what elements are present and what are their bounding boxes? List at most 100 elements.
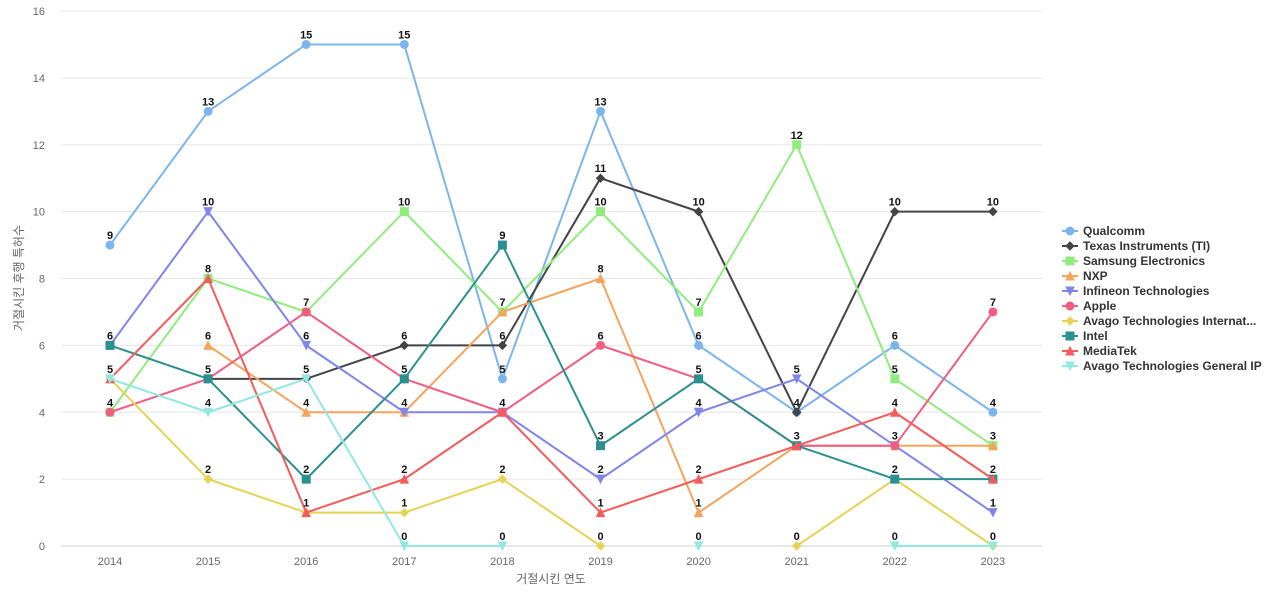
x-axis-title: 거절시킨 연도 bbox=[516, 572, 586, 586]
legend-label: MediaTek bbox=[1083, 344, 1137, 358]
data-label: 7 bbox=[499, 297, 505, 309]
data-label: 2 bbox=[892, 464, 898, 476]
data-label: 2 bbox=[499, 464, 505, 476]
data-point bbox=[596, 340, 605, 350]
legend-label: Samsung Electronics bbox=[1083, 254, 1205, 268]
legend-item[interactable]: Intel bbox=[1062, 329, 1108, 343]
legend-item[interactable]: MediaTek bbox=[1062, 344, 1137, 358]
series-apple[interactable] bbox=[105, 307, 998, 451]
data-label: 5 bbox=[205, 364, 211, 376]
data-label: 11 bbox=[595, 163, 607, 175]
data-label: 0 bbox=[794, 531, 800, 543]
data-point bbox=[301, 374, 312, 384]
legend-item[interactable]: NXP bbox=[1062, 269, 1108, 283]
data-label: 5 bbox=[303, 364, 309, 376]
legend-marker bbox=[1065, 345, 1075, 356]
y-tick-label: 4 bbox=[39, 407, 45, 419]
data-point bbox=[399, 374, 409, 384]
data-point bbox=[693, 407, 704, 418]
series-avago-technologies-general-ip[interactable] bbox=[105, 374, 998, 552]
data-point bbox=[791, 374, 802, 384]
legend-label: NXP bbox=[1083, 269, 1108, 283]
data-label: 1 bbox=[303, 498, 309, 510]
data-label: 8 bbox=[205, 264, 211, 276]
y-tick-label: 2 bbox=[39, 474, 45, 486]
y-axis-ticks: 0 2 4 6 8 10 12 14 16 bbox=[33, 6, 45, 553]
legend-label: Avago Technologies General IP bbox=[1083, 359, 1262, 373]
data-point bbox=[203, 407, 213, 418]
legend-marker bbox=[1065, 361, 1075, 372]
legend-item[interactable]: Infineon Technologies bbox=[1062, 284, 1210, 298]
legend-item[interactable]: Texas Instruments (TI) bbox=[1062, 239, 1210, 253]
legend-item[interactable]: Qualcomm bbox=[1062, 224, 1145, 238]
data-point bbox=[203, 374, 213, 384]
data-label: 7 bbox=[696, 297, 702, 309]
data-point bbox=[301, 507, 312, 518]
series-infineon-technologies[interactable] bbox=[105, 207, 998, 518]
series-mediatek[interactable] bbox=[105, 273, 998, 518]
data-point bbox=[301, 307, 311, 317]
data-point bbox=[988, 307, 998, 317]
legend-label: Intel bbox=[1083, 329, 1108, 343]
data-label: 2 bbox=[990, 464, 996, 476]
grid-lines bbox=[61, 10, 1042, 547]
x-tick-label: 2016 bbox=[294, 556, 318, 568]
legend-marker bbox=[1065, 226, 1075, 236]
data-label: 10 bbox=[889, 197, 901, 209]
legend-item[interactable]: Avago Technologies Internat... bbox=[1062, 314, 1256, 328]
data-point bbox=[792, 140, 802, 150]
legend-item[interactable]: Avago Technologies General IP bbox=[1062, 359, 1262, 373]
data-label: 5 bbox=[794, 364, 800, 376]
legend-label: Apple bbox=[1083, 299, 1117, 313]
data-label: 3 bbox=[892, 431, 898, 443]
data-point bbox=[399, 541, 410, 552]
data-point bbox=[693, 507, 704, 518]
data-point bbox=[694, 340, 704, 350]
data-point bbox=[890, 441, 900, 451]
legend-marker bbox=[1065, 331, 1075, 341]
data-label: 6 bbox=[597, 330, 603, 342]
series-lines bbox=[105, 39, 998, 552]
data-point bbox=[988, 541, 998, 552]
data-point bbox=[595, 507, 606, 518]
data-label: 6 bbox=[107, 330, 113, 342]
series-line bbox=[109, 277, 994, 514]
legend-marker bbox=[1065, 270, 1075, 281]
data-label: 9 bbox=[499, 230, 505, 242]
data-point bbox=[595, 273, 606, 283]
data-label: 13 bbox=[594, 96, 606, 108]
data-labels: 9654131086542157654211510654210976542013… bbox=[107, 29, 999, 543]
series-qualcomm[interactable] bbox=[105, 39, 998, 417]
x-axis-ticks: 2014 2015 2016 2017 2018 2019 2020 2021 2022 2023 bbox=[98, 556, 1005, 568]
data-point bbox=[301, 39, 311, 49]
data-label: 6 bbox=[205, 330, 211, 342]
legend-marker bbox=[1065, 241, 1075, 251]
legend-item[interactable]: Apple bbox=[1062, 299, 1117, 313]
data-point bbox=[988, 474, 998, 484]
x-tick-label: 2022 bbox=[883, 556, 907, 568]
x-tick-label: 2019 bbox=[588, 556, 612, 568]
data-label: 5 bbox=[499, 364, 505, 376]
data-label: 1 bbox=[696, 498, 702, 510]
legend-marker bbox=[1065, 316, 1075, 326]
data-point bbox=[497, 306, 508, 317]
x-tick-label: 2021 bbox=[784, 556, 808, 568]
data-label: 6 bbox=[303, 330, 309, 342]
data-label: 2 bbox=[597, 464, 603, 476]
legend-item[interactable]: Samsung Electronics bbox=[1062, 254, 1205, 268]
data-label: 10 bbox=[987, 197, 999, 209]
data-label: 0 bbox=[401, 531, 407, 543]
data-label: 10 bbox=[692, 197, 704, 209]
data-label: 6 bbox=[892, 330, 898, 342]
data-label: 7 bbox=[303, 297, 309, 309]
data-label: 4 bbox=[401, 397, 408, 409]
x-tick-label: 2017 bbox=[392, 556, 416, 568]
data-point bbox=[399, 507, 410, 518]
data-point bbox=[791, 440, 802, 451]
data-label: 3 bbox=[794, 431, 800, 443]
y-tick-label: 6 bbox=[39, 340, 45, 352]
data-point bbox=[497, 374, 507, 384]
data-point bbox=[889, 541, 900, 552]
data-point bbox=[791, 407, 802, 417]
